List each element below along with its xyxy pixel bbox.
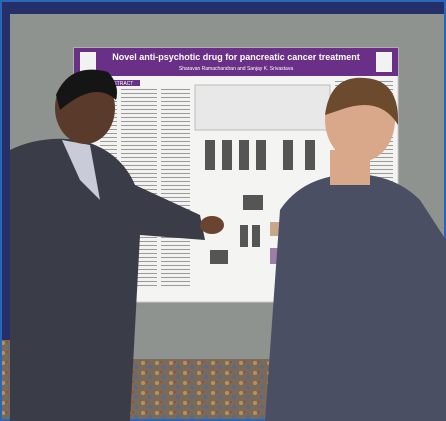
left-person <box>10 69 224 421</box>
poster-authors: Sharavan Ramachandran and Sanjay K. Sriv… <box>179 66 293 72</box>
right-person <box>265 77 446 421</box>
poster-header <box>74 48 398 76</box>
poster-section: ABSTRACT <box>107 81 134 87</box>
poster-title: Novel anti-psychotic drug for pancreatic… <box>112 52 360 62</box>
